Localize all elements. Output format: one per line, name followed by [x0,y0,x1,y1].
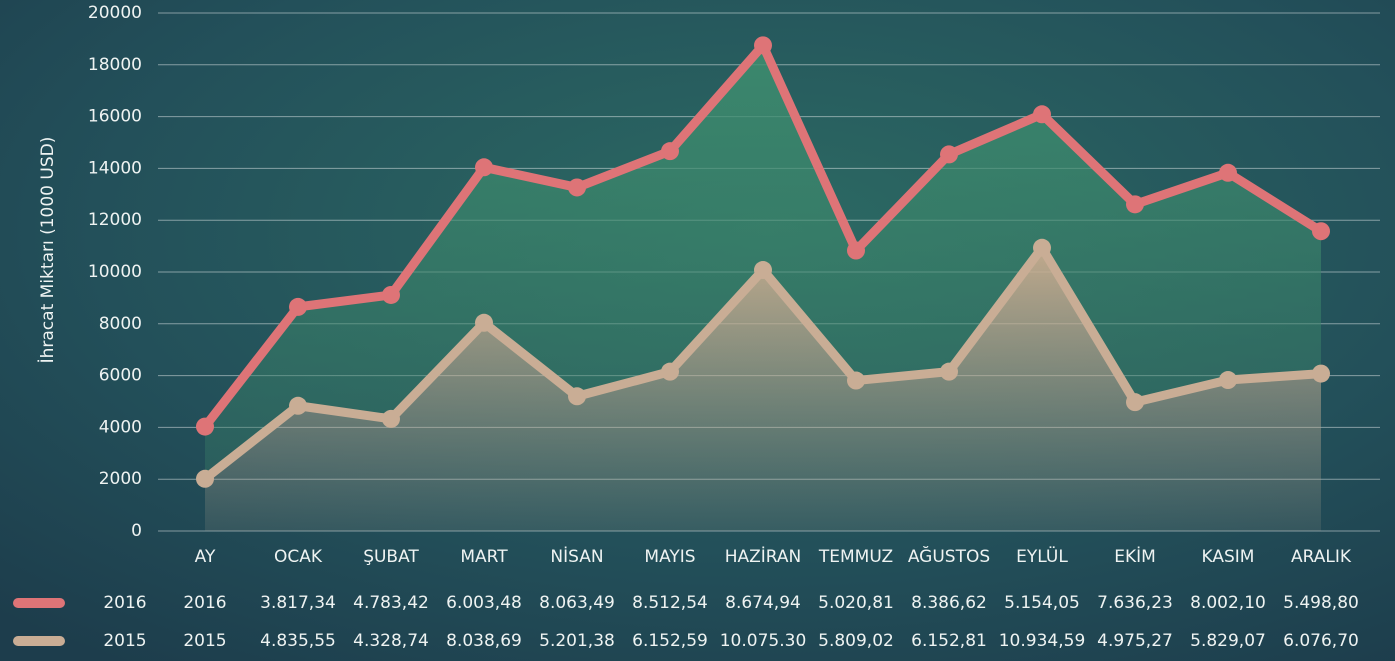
y-tick-label: 14000 [88,158,142,178]
table-cell: 2016 [183,593,226,613]
point [289,297,307,316]
y-tick-label: 0 [131,521,142,541]
point [568,178,586,197]
table-cell: 6.152,81 [911,631,987,651]
point [1033,105,1051,124]
y-tick-label: 20000 [88,3,142,23]
y-axis-label: İhracat Miktarı (1000 USD) [37,137,58,364]
area [205,247,1321,531]
point [1126,195,1144,214]
table-cell: 8.063,49 [539,593,615,613]
table-cell: 10.934,59 [999,631,1086,651]
point [1219,163,1237,182]
table-cell: 2015 [183,631,226,651]
table-cell: 5.201,38 [539,631,615,651]
point [847,371,865,390]
legend-label: 2015 [103,631,146,651]
table-cell: 4.835,55 [260,631,336,651]
table-cell: 4.783,42 [353,593,429,613]
table-cell: 5.829,07 [1190,631,1266,651]
y-tick-label: 18000 [88,55,142,75]
table-cell: 8.674,94 [725,593,801,613]
point [196,417,214,436]
table-cell: 5.809,02 [818,631,894,651]
point [1033,238,1051,257]
table-cell: 3.817,34 [260,593,336,613]
point [382,409,400,428]
table-cell: 5.020,81 [818,593,894,613]
point [475,313,493,332]
y-tick-label: 10000 [88,262,142,282]
table-cell: 8.038,69 [446,631,522,651]
table-cell: 8.002,10 [1190,593,1266,613]
point [1219,371,1237,390]
x-tick-label: NİSAN [550,546,603,567]
y-tick-label: 2000 [99,469,142,489]
x-tick-label: ARALIK [1291,547,1352,567]
x-tick-label: KASIM [1202,547,1255,567]
table-cell: 6.152,59 [632,631,708,651]
y-tick-label: 12000 [88,210,142,230]
y-tick-label: 8000 [99,314,142,334]
point [1312,364,1330,383]
x-tick-label: EYLÜL [1016,545,1068,567]
x-tick-label: AĞUSTOS [908,545,990,567]
point [847,241,865,260]
point [1126,393,1144,412]
point [382,285,400,304]
x-tick-label: OCAK [274,547,323,567]
y-tick-label: 4000 [99,417,142,437]
table-cell: 4.328,74 [353,631,429,651]
point [940,362,958,381]
table-cell: 6.003,48 [446,593,522,613]
point [940,145,958,164]
x-tick-label: MAYIS [644,547,695,567]
table-cell: 5.498,80 [1283,593,1359,613]
table-cell: 7.636,23 [1097,593,1173,613]
point [1312,222,1330,241]
point [661,362,679,381]
y-tick-label: 16000 [88,107,142,127]
point [475,158,493,177]
x-tick-label: HAZİRAN [725,546,802,567]
point [754,261,772,280]
table-cell: 6.076,70 [1283,631,1359,651]
x-tick-label: MART [460,547,508,567]
point [568,387,586,406]
point [661,142,679,161]
table-cell: 5.154,05 [1004,593,1080,613]
x-tick-label: TEMMUZ [818,547,893,567]
x-tick-label: EKİM [1114,546,1156,567]
y-tick-label: 6000 [99,366,142,386]
legend-label: 2016 [103,593,146,613]
table-cell: 8.386,62 [911,593,987,613]
table-cell: 10.075.30 [720,631,807,651]
x-tick-label: ŞUBAT [363,547,419,567]
table-cell: 8.512,54 [632,593,708,613]
point [196,469,214,488]
point [289,396,307,415]
x-tick-label: AY [195,547,216,567]
point [754,36,772,55]
table-cell: 4.975,27 [1097,631,1173,651]
